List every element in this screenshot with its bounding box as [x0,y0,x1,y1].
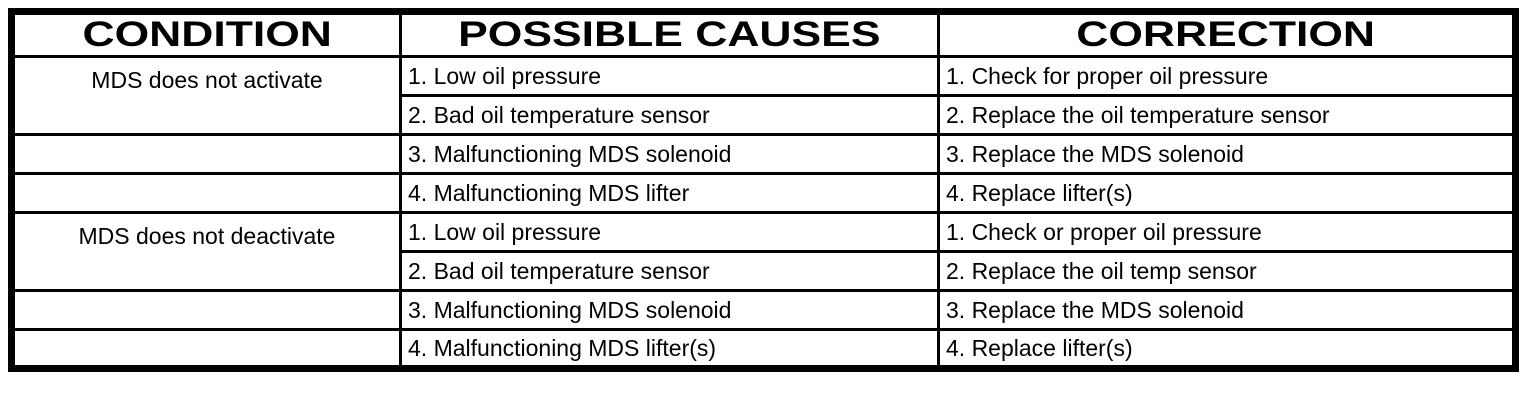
column-header-condition-label: CONDITION [82,15,332,54]
table-row: 3. Malfunctioning MDS solenoid 3. Replac… [10,133,1517,175]
column-header-condition: CONDITION [10,10,402,58]
table-row: 4. Malfunctioning MDS lifter(s) 4. Repla… [10,328,1517,370]
column-header-possible-causes: POSSIBLE CAUSES [399,10,940,58]
correction-cell: 4. Replace lifter(s) [937,328,1517,370]
correction-cell: 3. Replace the MDS solenoid [937,289,1517,331]
cause-cell: 2. Bad oil temperature sensor [399,94,940,136]
condition-cell: MDS does not deactivate [10,211,402,292]
correction-cell: 1. Check or proper oil pressure [937,211,1517,253]
column-header-correction: CORRECTION [937,10,1517,58]
table-row: MDS does not deactivate 1. Low oil press… [10,211,1517,292]
table-row: 4. Malfunctioning MDS lifter 4. Replace … [10,172,1517,214]
correction-cell: 2. Replace the oil temp sensor [937,250,1517,292]
correction-cell: 1. Check for proper oil pressure [937,55,1517,97]
cause-cell: 4. Malfunctioning MDS lifter(s) [399,328,940,370]
troubleshooting-table: CONDITION POSSIBLE CAUSES CORRECTION MDS… [8,8,1519,372]
condition-cell-empty [10,172,402,214]
condition-cell-empty [10,289,402,331]
column-header-possible-causes-label: POSSIBLE CAUSES [458,15,881,54]
document-page: CONDITION POSSIBLE CAUSES CORRECTION MDS… [8,8,1519,372]
condition-cell-empty [10,133,402,175]
table-row: 2. Bad oil temperature sensor 2. Replace… [12,94,1517,136]
cause-cell: 1. Low oil pressure [399,211,940,253]
table-row: 2. Bad oil temperature sensor 2. Replace… [12,250,1517,292]
header-row: CONDITION POSSIBLE CAUSES CORRECTION [10,10,1517,58]
condition-cell: MDS does not activate [10,55,402,136]
table-row: MDS does not activate 1. Low oil pressur… [10,55,1517,136]
cause-cell: 2. Bad oil temperature sensor [399,250,940,292]
cause-cell: 1. Low oil pressure [399,55,940,97]
cause-cell: 3. Malfunctioning MDS solenoid [399,133,940,175]
table-row: 3. Malfunctioning MDS solenoid 3. Replac… [10,289,1517,331]
correction-cell: 4. Replace lifter(s) [937,172,1517,214]
cause-cell: 3. Malfunctioning MDS solenoid [399,289,940,331]
column-header-correction-label: CORRECTION [1076,15,1376,54]
correction-cell: 2. Replace the oil temperature sensor [937,94,1517,136]
cause-cell: 4. Malfunctioning MDS lifter [399,172,940,214]
condition-cell-empty [10,328,402,370]
correction-cell: 3. Replace the MDS solenoid [937,133,1517,175]
